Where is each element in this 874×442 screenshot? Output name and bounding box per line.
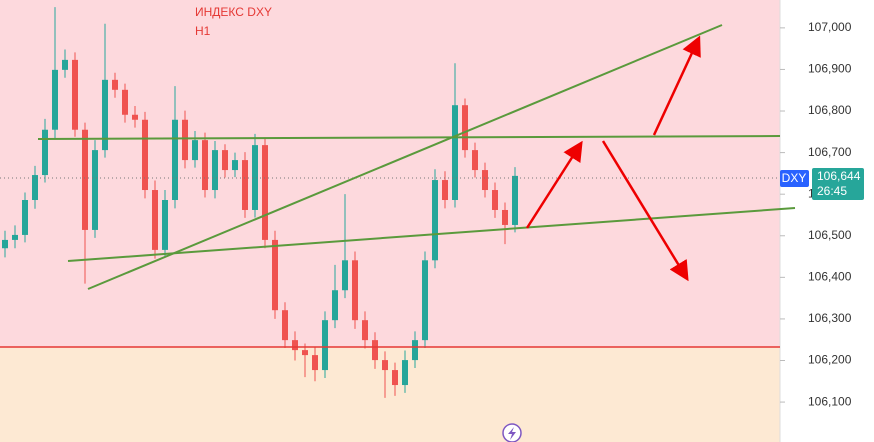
candle-body bbox=[242, 160, 248, 210]
candle-body bbox=[292, 340, 298, 351]
y-tick-label: 106,500 bbox=[808, 228, 852, 242]
candle-body bbox=[192, 140, 198, 161]
countdown-label: 26:45 bbox=[817, 184, 847, 198]
candle-body bbox=[402, 360, 408, 386]
candle-body bbox=[312, 355, 318, 371]
candle-body bbox=[212, 150, 218, 191]
candle-body bbox=[412, 340, 418, 361]
candle-body bbox=[462, 105, 468, 151]
candle-body bbox=[382, 360, 388, 371]
candle-body bbox=[512, 175, 518, 225]
candle-body bbox=[302, 350, 308, 356]
candle-body bbox=[152, 190, 158, 250]
candle-body bbox=[392, 370, 398, 386]
candle-body bbox=[472, 150, 478, 171]
lightning-glyph bbox=[508, 427, 516, 440]
resistance-line bbox=[37, 135, 781, 140]
candle-body bbox=[62, 59, 68, 70]
symbol-badge bbox=[780, 170, 809, 187]
candle-body bbox=[442, 180, 448, 201]
candle-body bbox=[332, 290, 338, 321]
rising-trend-line bbox=[87, 24, 723, 290]
y-tick-label: 106,800 bbox=[808, 103, 852, 117]
candle-body bbox=[492, 190, 498, 210]
price-badge bbox=[812, 168, 864, 200]
candle-body bbox=[162, 200, 168, 250]
zone-lower bbox=[0, 347, 780, 442]
candle-body bbox=[452, 105, 458, 201]
candle-body bbox=[2, 239, 8, 249]
candle-body bbox=[112, 79, 118, 90]
candle-body bbox=[42, 129, 48, 176]
candle-body bbox=[432, 180, 438, 261]
candle-body bbox=[182, 119, 188, 161]
candle-body bbox=[372, 340, 378, 361]
y-tick-label: 107,000 bbox=[808, 20, 852, 34]
candle-body bbox=[202, 140, 208, 191]
trend-lines bbox=[37, 24, 796, 290]
chart-subtitle: H1 bbox=[195, 24, 211, 38]
candle-body bbox=[92, 150, 98, 230]
candle-body bbox=[262, 145, 268, 240]
symbol-label: DXY bbox=[782, 171, 807, 185]
y-tick-label: 106,200 bbox=[808, 353, 852, 367]
candle-body bbox=[502, 209, 508, 225]
arrow-down bbox=[601, 140, 689, 282]
candle-body bbox=[322, 320, 328, 371]
candle-body bbox=[122, 89, 128, 115]
candle-body bbox=[222, 150, 228, 171]
y-tick-label: 106,400 bbox=[808, 270, 852, 284]
candle-body bbox=[12, 234, 18, 240]
candle-body bbox=[72, 59, 78, 130]
candle-body bbox=[32, 175, 38, 201]
arrow-up-target bbox=[652, 35, 701, 136]
channel-line bbox=[67, 207, 796, 262]
candle-body bbox=[132, 114, 138, 120]
y-tick-label: 106,300 bbox=[808, 311, 852, 325]
candle-body bbox=[342, 260, 348, 291]
candle-body bbox=[82, 129, 88, 230]
last-price-label: 106,644 bbox=[817, 169, 861, 183]
y-tick-label: 106,700 bbox=[808, 145, 852, 159]
candle-body bbox=[22, 200, 28, 235]
candle-body bbox=[362, 320, 368, 341]
candles bbox=[2, 7, 518, 398]
candle-body bbox=[232, 160, 238, 171]
y-tick-label: 106,900 bbox=[808, 62, 852, 76]
candle-body bbox=[482, 170, 488, 191]
candle-body bbox=[352, 260, 358, 321]
y-tick-label: 106,100 bbox=[808, 394, 852, 408]
candle-body bbox=[282, 310, 288, 341]
candle-body bbox=[52, 69, 58, 130]
candle-body bbox=[172, 119, 178, 201]
candle-body bbox=[272, 239, 278, 311]
arrows bbox=[525, 35, 701, 282]
candle-body bbox=[142, 119, 148, 191]
zone-upper bbox=[0, 0, 780, 347]
arrow-up bbox=[525, 140, 583, 229]
candle-body bbox=[422, 260, 428, 341]
chart-title: ИНДЕКС DXY bbox=[195, 5, 272, 19]
candle-body bbox=[252, 145, 258, 210]
price-axis-panel bbox=[780, 0, 874, 442]
candle-body bbox=[102, 79, 108, 151]
